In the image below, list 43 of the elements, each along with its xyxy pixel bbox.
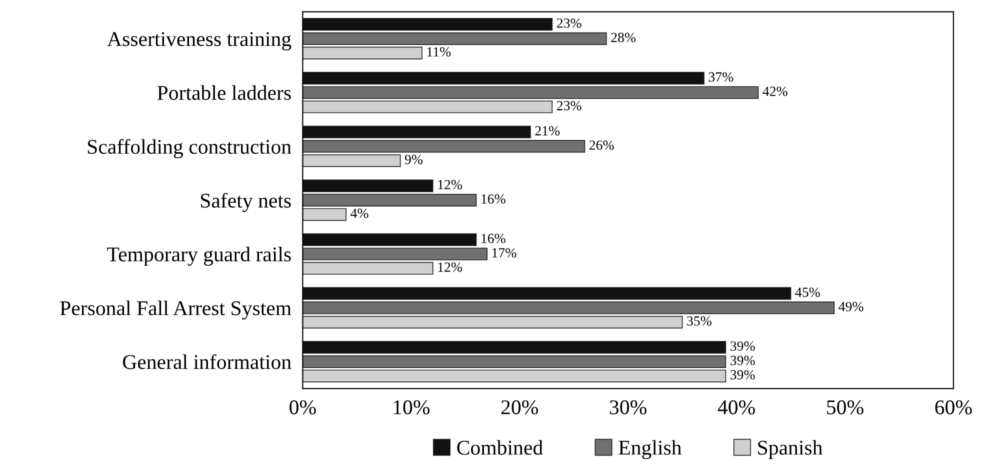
data-label: 21% [535, 126, 560, 136]
data-label: 39% [730, 341, 755, 351]
data-label: 35% [687, 316, 712, 326]
data-label: 39% [730, 370, 755, 380]
bar [302, 180, 434, 192]
x-tick-label: 10% [394, 400, 430, 414]
y-tick-label: Portable ladders [157, 85, 291, 100]
bar [302, 18, 553, 31]
bar [302, 341, 726, 354]
y-tick-label: Safety nets [200, 192, 291, 212]
data-label: 4% [350, 208, 368, 218]
y-tick-label: Personal Fall Arrest System [60, 300, 292, 320]
data-label: 16% [482, 234, 506, 244]
data-label: 9% [404, 154, 423, 164]
x-tick-label: 40% [718, 400, 755, 414]
data-label: 37% [708, 72, 734, 82]
y-tick-label: Assertiveness training [107, 32, 292, 50]
data-label: 17% [492, 248, 516, 258]
legend-label: English [618, 440, 682, 460]
x-tick-label: 20% [501, 400, 538, 414]
data-label: 26% [589, 140, 614, 150]
y-tick-label: Temporary guard rails [107, 246, 291, 266]
data-label: 49% [838, 302, 864, 312]
legend-label: Spanish [758, 440, 822, 459]
x-tick-label: 50% [827, 400, 864, 414]
legend-label: Combined [457, 440, 543, 455]
y-tick-label: Scaffolding construction [88, 139, 292, 158]
data-label: 11% [427, 47, 451, 57]
x-tick-label: 0% [290, 400, 316, 414]
x-tick-label: 30% [610, 400, 646, 414]
x-tick-label: 60% [935, 400, 972, 414]
data-label: 12% [438, 180, 462, 190]
data-label: 12% [438, 262, 462, 272]
bar [302, 316, 683, 328]
data-label: 42% [762, 86, 788, 96]
data-label: 39% [730, 356, 755, 366]
data-label: 23% [556, 100, 582, 110]
data-label: 28% [611, 32, 636, 42]
data-label: 45% [795, 288, 820, 297]
data-label: 23% [556, 18, 582, 28]
y-tick-label: General information [122, 354, 292, 370]
data-label: 16% [482, 194, 506, 204]
bar [302, 154, 401, 168]
